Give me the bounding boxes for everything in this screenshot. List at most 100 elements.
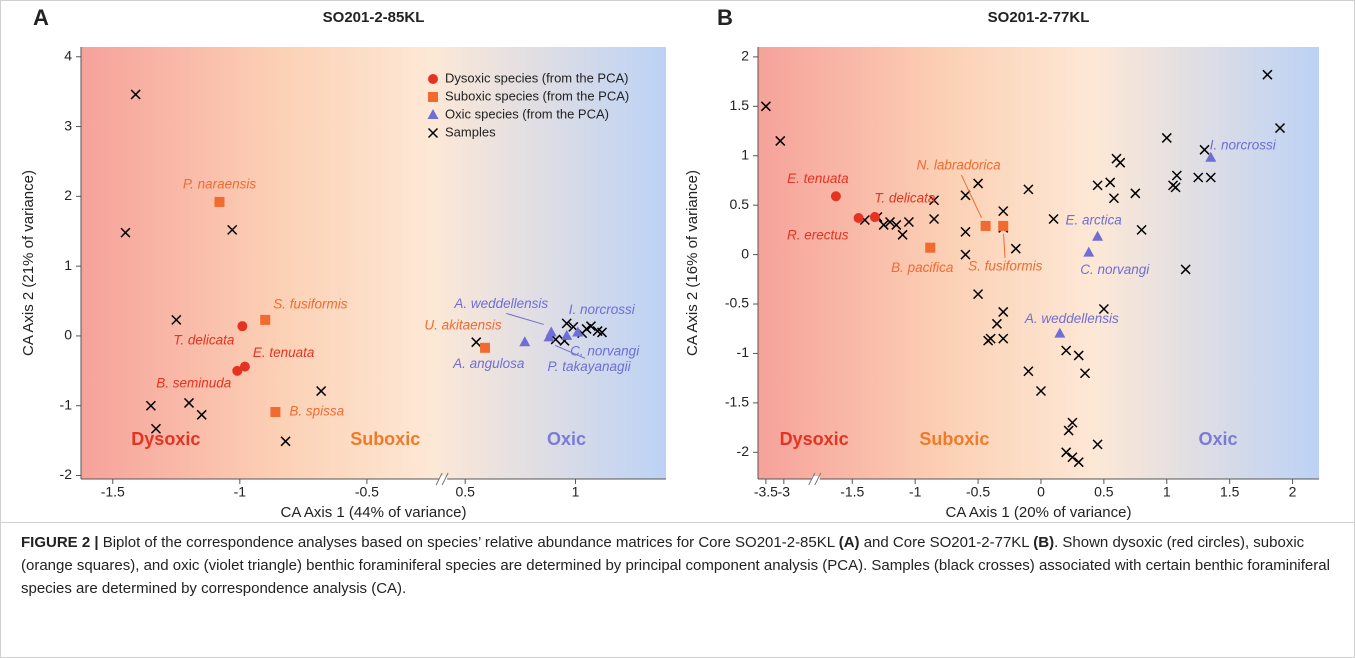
point <box>830 191 841 202</box>
point-label: T. delicata <box>173 333 235 348</box>
point <box>929 195 940 206</box>
point <box>960 190 971 201</box>
y-tick-label: -0.5 <box>725 295 749 311</box>
x-tick-label: -1.5 <box>840 484 864 500</box>
axis-break <box>808 472 816 486</box>
y-tick-label: 0.5 <box>730 196 750 212</box>
x-axis-label: CA Axis 1 (44% of variance) <box>281 504 467 521</box>
x-tick-label: -3 <box>778 484 791 500</box>
y-tick-label: 1.5 <box>730 97 750 113</box>
point <box>1199 144 1210 155</box>
plot-background <box>758 47 1319 479</box>
legend-label: Dysoxic species (from the PCA) <box>445 70 629 85</box>
point <box>183 397 195 408</box>
y-tick-label: -1.5 <box>725 394 749 410</box>
point <box>1092 230 1104 241</box>
point <box>1105 177 1116 188</box>
legend-label: Oxic species (from the PCA) <box>445 106 609 121</box>
point-label: A. weddellensis <box>1024 311 1119 326</box>
legend-marker <box>427 127 439 139</box>
point-label: B. seminuda <box>156 375 232 390</box>
point <box>878 219 889 230</box>
y-tick-label: 0 <box>64 327 72 343</box>
region-label: Dysoxic <box>780 429 849 449</box>
point <box>145 400 156 411</box>
point-label: U. akitaensis <box>424 317 502 332</box>
point <box>925 242 936 253</box>
leader-line <box>960 174 983 219</box>
point <box>1083 246 1095 257</box>
point <box>1023 184 1034 195</box>
point-label: P. takayanagii <box>548 359 632 374</box>
region-label: Suboxic <box>919 429 989 449</box>
point <box>232 365 243 376</box>
point <box>316 386 327 397</box>
x-tick-label: -3.5 <box>754 484 778 500</box>
point-label: P. naraensis <box>183 176 257 191</box>
region-label: Dysoxic <box>131 429 200 449</box>
caption-text: and Core SO201-2-77KL <box>859 534 1034 551</box>
point-label: T. delicata <box>874 191 936 206</box>
point <box>480 342 491 353</box>
point-label: E. tenuata <box>253 345 315 360</box>
y-tick-label: -1 <box>60 396 73 412</box>
legend-marker <box>428 74 438 84</box>
legend-marker <box>428 92 438 102</box>
point-label: C. norvangi <box>570 343 640 358</box>
point <box>853 213 864 224</box>
point <box>171 314 182 325</box>
point <box>891 219 902 230</box>
point <box>1205 151 1217 162</box>
point <box>775 135 786 146</box>
point <box>1098 303 1109 314</box>
x-tick-label: -0.5 <box>966 484 990 500</box>
x-tick-label: 1 <box>1163 484 1171 500</box>
legend-marker <box>427 109 439 119</box>
x-tick-label: -1 <box>234 484 247 500</box>
point <box>1274 123 1286 134</box>
point <box>973 178 984 189</box>
point <box>260 314 271 325</box>
y-axis-label: CA Axis 2 (21% of variance) <box>20 170 37 356</box>
point <box>1136 224 1147 235</box>
point <box>543 331 555 342</box>
point-label: B. pacifica <box>891 260 954 275</box>
caption-ref: (A) <box>838 534 860 551</box>
caption-ref: (B) <box>1033 534 1055 551</box>
point-label: S. fusiformis <box>273 296 348 311</box>
leader-line <box>506 312 544 325</box>
x-tick-label: -1.5 <box>101 484 125 500</box>
point <box>973 289 984 300</box>
point-label: C. norvangi <box>1080 262 1150 277</box>
x-axis-label: CA Axis 1 (20% of variance) <box>946 504 1132 521</box>
point <box>980 220 991 231</box>
point <box>991 318 1002 329</box>
x-tick-label: 0 <box>1037 484 1045 500</box>
point <box>1061 447 1072 458</box>
point <box>1073 350 1084 361</box>
point-label: A. weddellensis <box>453 296 548 311</box>
caption: FIGURE 2 | Biplot of the correspondence … <box>1 522 1355 657</box>
y-tick-label: -2 <box>60 466 73 482</box>
point <box>960 226 971 237</box>
x-tick-label: -0.5 <box>355 484 379 500</box>
y-axis-label: CA Axis 2 (16% of variance) <box>684 170 701 356</box>
point <box>280 436 291 447</box>
leader-line <box>554 344 586 359</box>
x-tick-label: -1 <box>909 484 922 500</box>
point <box>983 335 994 346</box>
point <box>150 423 161 434</box>
y-tick-label: 4 <box>64 47 72 63</box>
plot-background <box>81 47 666 479</box>
x-tick-label: 0.5 <box>455 484 475 500</box>
chart-title: SO201-2-85KL <box>323 9 425 26</box>
point <box>270 407 281 418</box>
point <box>239 361 250 372</box>
point <box>1067 417 1078 428</box>
point <box>1180 264 1191 275</box>
point <box>1035 385 1047 397</box>
point <box>897 229 908 240</box>
point <box>998 206 1009 217</box>
y-tick-label: 2 <box>64 187 72 203</box>
point-label: N. labradorica <box>917 157 1002 172</box>
